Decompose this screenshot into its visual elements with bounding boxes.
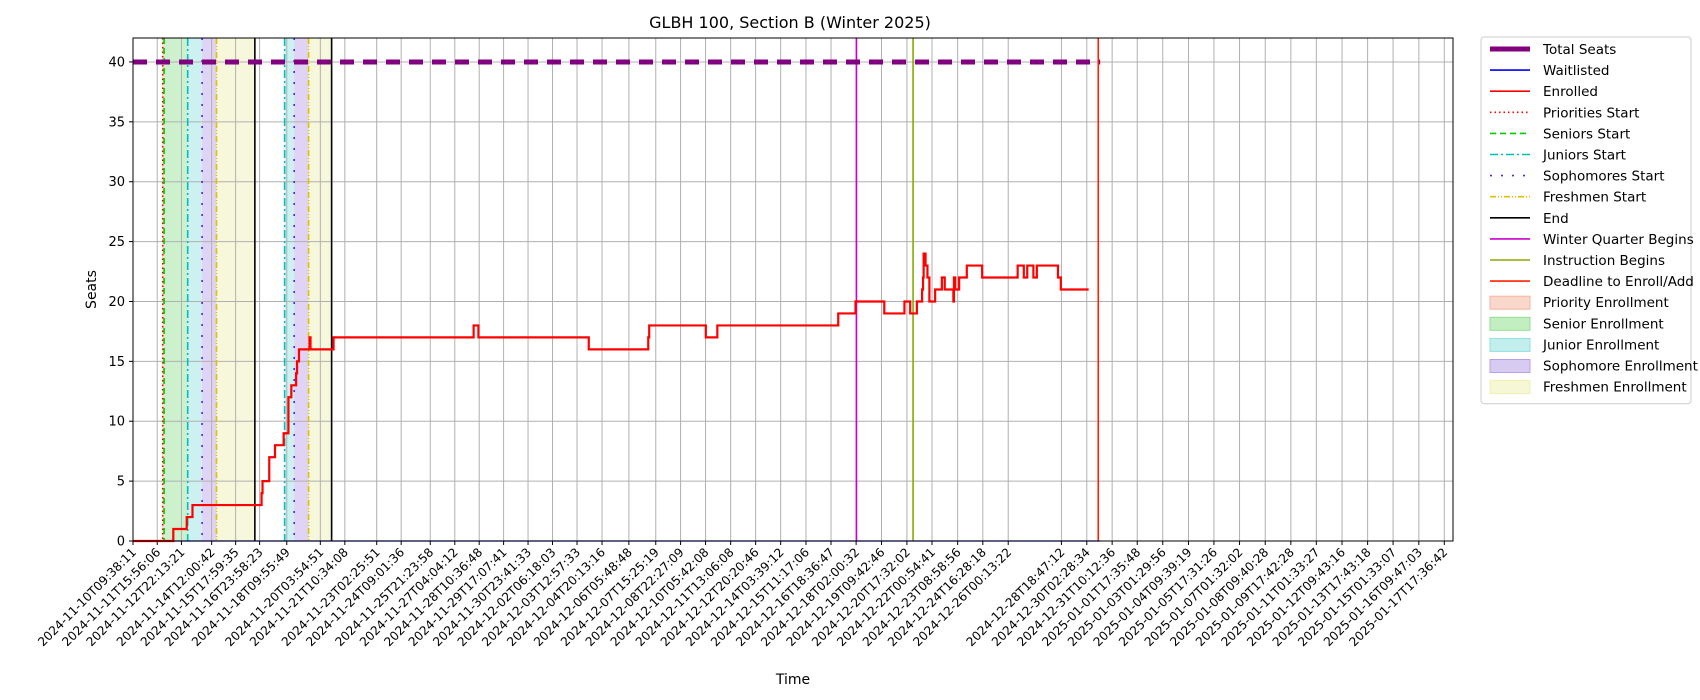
span-sophomore-enrollment xyxy=(202,38,217,541)
legend-label: Waitlisted xyxy=(1543,63,1610,79)
legend-label: Freshmen Start xyxy=(1543,190,1646,206)
legend-swatch xyxy=(1489,337,1531,352)
legend-label: Instruction Begins xyxy=(1543,253,1665,269)
y-axis: 0 5 10 15 20 25 30 35 40 xyxy=(108,55,133,550)
y-tick-label: 35 xyxy=(108,115,125,130)
series-enrolled xyxy=(133,252,1089,543)
y-axis-label: Seats xyxy=(84,270,100,309)
legend-label: Total Seats xyxy=(1542,42,1616,58)
legend-label: Junior Enrollment xyxy=(1542,337,1659,353)
span-senior-enrollment xyxy=(163,38,188,541)
legend-swatch xyxy=(1489,316,1531,331)
legend-label: Priorities Start xyxy=(1543,105,1639,121)
legend-box xyxy=(1480,36,1692,405)
plot-frame xyxy=(132,37,1454,542)
chart-title: GLBH 100, Section B (Winter 2025) xyxy=(649,13,931,32)
legend-label: Sophomores Start xyxy=(1543,169,1665,185)
legend-label: Deadline to Enroll/Add xyxy=(1543,274,1694,290)
legend-label: End xyxy=(1543,211,1569,227)
y-tick-label: 0 xyxy=(117,535,125,550)
event-lines xyxy=(161,38,1100,541)
y-tick-label: 20 xyxy=(108,295,125,310)
span-junior-enrollment xyxy=(284,38,295,541)
x-axis-label: Time xyxy=(775,672,810,688)
y-tick-label: 5 xyxy=(117,475,125,490)
y-tick-label: 40 xyxy=(108,55,125,70)
legend-label: Sophomore Enrollment xyxy=(1543,359,1698,375)
legend-label: Enrolled xyxy=(1543,84,1598,100)
span-sophomore-enrollment xyxy=(294,38,309,541)
y-tick-label: 25 xyxy=(108,235,125,250)
span-junior-enrollment xyxy=(187,38,203,541)
legend: Total Seats Waitlisted Enrolled Priorities … xyxy=(1480,36,1698,405)
legend-label: Winter Quarter Begins xyxy=(1543,232,1694,248)
legend-label: Senior Enrollment xyxy=(1543,316,1664,332)
y-tick-label: 15 xyxy=(108,355,125,370)
legend-label: Juniors Start xyxy=(1542,148,1626,164)
span-priority-enrollment xyxy=(161,38,164,541)
grid-lines xyxy=(132,38,1453,542)
y-tick-label: 10 xyxy=(108,415,125,430)
x-axis: 2024-11-10T09:38:112024-11-11T15:56:0620… xyxy=(35,541,1450,649)
legend-label: Seniors Start xyxy=(1543,126,1630,142)
legend-label: Freshmen Enrollment xyxy=(1543,380,1687,396)
legend-swatch xyxy=(1489,380,1531,395)
legend-swatch xyxy=(1489,295,1531,310)
y-tick-label: 30 xyxy=(108,175,125,190)
legend-label: Priority Enrollment xyxy=(1543,295,1669,311)
legend-swatch xyxy=(1489,359,1531,373)
